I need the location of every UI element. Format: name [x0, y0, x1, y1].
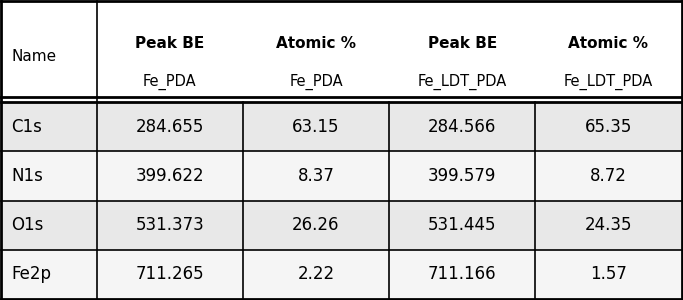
Text: 711.265: 711.265 [135, 265, 204, 283]
Bar [1, 2, 682, 102]
Text: 399.579: 399.579 [428, 167, 497, 185]
Text: Peak BE: Peak BE [428, 36, 497, 51]
Text: Fe_PDA: Fe_PDA [143, 74, 197, 90]
Text: 2.22: 2.22 [297, 265, 335, 283]
Text: 63.15: 63.15 [292, 118, 339, 136]
Text: Atomic %: Atomic % [568, 36, 648, 51]
Text: 531.373: 531.373 [135, 216, 204, 234]
Text: 284.655: 284.655 [135, 118, 204, 136]
Text: N1s: N1s [12, 167, 44, 185]
Bar [1, 250, 682, 298]
Text: Fe2p: Fe2p [12, 265, 52, 283]
Text: O1s: O1s [12, 216, 44, 234]
Bar [1, 102, 682, 152]
Text: 8.37: 8.37 [298, 167, 335, 185]
Text: 8.72: 8.72 [590, 167, 627, 185]
Text: 65.35: 65.35 [585, 118, 632, 136]
Text: Peak BE: Peak BE [135, 36, 204, 51]
Bar [1, 200, 682, 250]
Text: 26.26: 26.26 [292, 216, 339, 234]
Text: Fe_PDA: Fe_PDA [289, 74, 343, 90]
Text: C1s: C1s [12, 118, 42, 136]
Text: 711.166: 711.166 [428, 265, 497, 283]
Text: 24.35: 24.35 [585, 216, 632, 234]
Bar [1, 152, 682, 200]
Text: 399.622: 399.622 [135, 167, 204, 185]
Text: 1.57: 1.57 [590, 265, 627, 283]
Text: Name: Name [12, 50, 57, 64]
Text: Fe_LDT_PDA: Fe_LDT_PDA [564, 74, 653, 90]
Text: Atomic %: Atomic % [276, 36, 356, 51]
Text: 284.566: 284.566 [428, 118, 497, 136]
Text: 531.445: 531.445 [428, 216, 497, 234]
Text: Fe_LDT_PDA: Fe_LDT_PDA [417, 74, 507, 90]
